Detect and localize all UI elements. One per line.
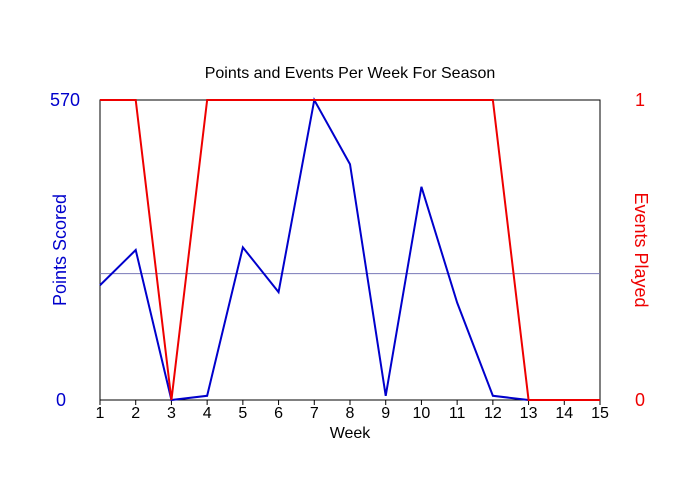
right-axis-tick-top: 1 — [635, 90, 645, 110]
chart-title: Points and Events Per Week For Season — [205, 65, 496, 82]
x-tick-label: 7 — [310, 405, 319, 422]
right-axis-label: Events Played — [631, 192, 651, 307]
x-tick-label: 1 — [96, 405, 105, 422]
right-axis-tick-bottom: 0 — [635, 390, 645, 410]
x-tick-label: 5 — [238, 405, 247, 422]
x-tick-label: 15 — [591, 405, 609, 422]
x-tick-label: 10 — [413, 405, 431, 422]
x-tick-label: 12 — [484, 405, 502, 422]
x-tick-label: 2 — [131, 405, 140, 422]
points-scored-line — [99, 97, 600, 402]
x-axis-label: Week — [330, 425, 372, 442]
x-tick-label: 13 — [520, 405, 538, 422]
x-tick-label: 14 — [555, 405, 573, 422]
left-axis-tick-bottom: 0 — [56, 390, 66, 410]
events-played-line — [100, 99, 600, 401]
x-axis-ticks: 1 2 3 4 5 6 7 8 9 10 11 12 13 14 15 — [96, 400, 609, 422]
left-axis-label: Points Scored — [50, 194, 70, 306]
x-tick-label: 3 — [167, 405, 176, 422]
plot-frame — [99, 99, 601, 401]
x-tick-label: 9 — [381, 405, 390, 422]
x-tick-label: 4 — [203, 405, 212, 422]
left-axis-tick-top: 570 — [50, 90, 80, 110]
x-tick-label: 6 — [274, 405, 283, 422]
x-tick-label: 8 — [346, 405, 355, 422]
series-layer — [99, 97, 600, 402]
x-tick-label: 11 — [449, 405, 466, 422]
